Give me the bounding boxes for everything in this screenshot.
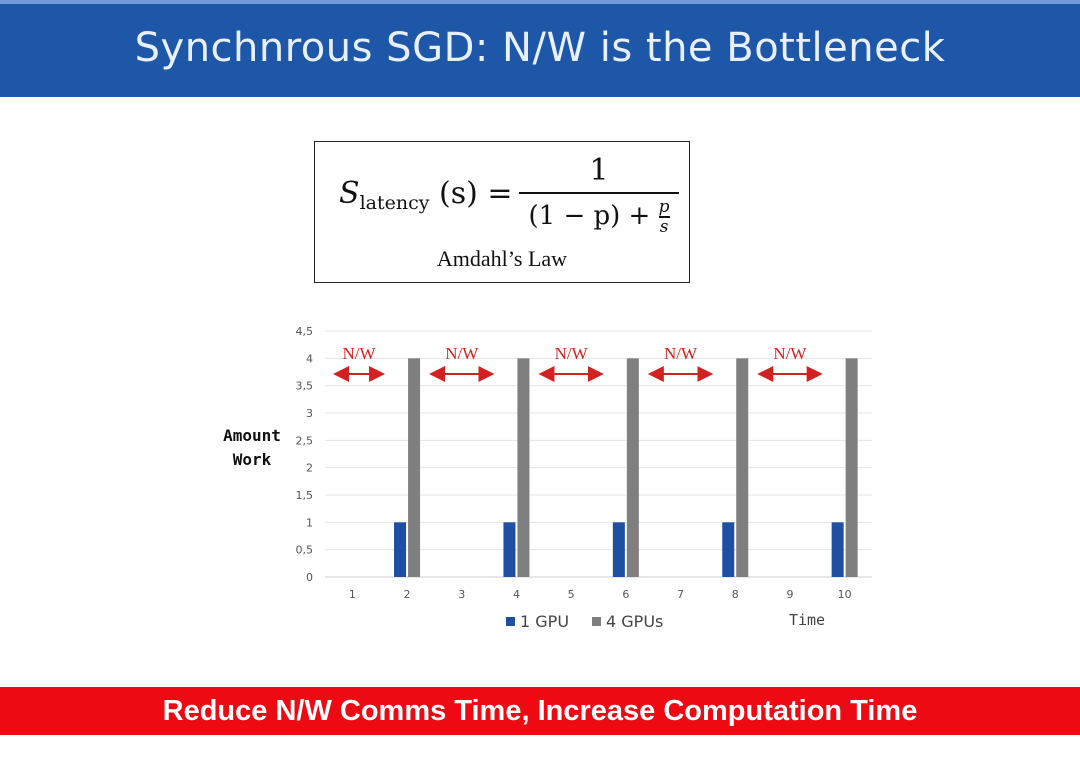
formula-caption: Amdahl’s Law: [436, 246, 568, 271]
y-tick-label: 1,5: [296, 489, 314, 502]
formula-denominator-text: (1 − p) +: [528, 200, 651, 231]
y-tick-label: 0,5: [296, 544, 314, 557]
y-tick-label: 0: [306, 571, 313, 584]
nw-annotation: N/W: [664, 344, 698, 363]
footer-bar: Reduce N/W Comms Time, Increase Computat…: [0, 687, 1080, 735]
legend-label-1-gpu: 1 GPU: [520, 612, 569, 631]
bar-4-gpus: [736, 358, 749, 577]
y-tick-label: 3: [306, 407, 313, 420]
bar-1-gpu: [394, 522, 407, 577]
x-tick-label: 1: [349, 588, 356, 601]
x-tick-label: 2: [404, 588, 411, 601]
top-accent-line: [0, 0, 1080, 4]
work-chart: 0 0,5 1 1,5 2 2,5 3 3,5 4 4,5 1 2 3 4 5 6 7 8 9 10 N/W N/W N/W…: [296, 325, 872, 631]
y-tick-label: 4: [306, 352, 313, 365]
bar-1-gpu: [503, 522, 516, 577]
y-tick-label: 2: [306, 462, 313, 475]
nw-annotation: N/W: [773, 344, 807, 363]
x-tick-label: 6: [622, 588, 629, 601]
formula-s-symbol: S: [339, 176, 360, 211]
formula-subscript: latency: [359, 192, 430, 214]
footer-text: Reduce N/W Comms Time, Increase Computat…: [162, 694, 918, 727]
y-tick-label: 1: [306, 516, 313, 529]
formula-arg: (s) =: [439, 176, 513, 211]
bar-4-gpus: [517, 358, 530, 577]
x-axis-label: Time: [789, 611, 825, 629]
y-tick-label: 4,5: [296, 325, 314, 338]
title-bar: Synchnrous SGD: N/W is the Bottleneck: [0, 4, 1080, 97]
y-tick-label: 2,5: [296, 434, 314, 447]
x-tick-label: 8: [732, 588, 739, 601]
bar-4-gpus: [845, 358, 858, 577]
legend-label-4-gpus: 4 GPUs: [606, 612, 663, 631]
x-tick-label: 3: [458, 588, 465, 601]
bar-4-gpus: [626, 358, 639, 577]
legend-swatch-4-gpus: [592, 617, 601, 626]
slide-title: Synchnrous SGD: N/W is the Bottleneck: [134, 24, 946, 71]
formula-lhs: Slatency (s) =: [339, 176, 513, 214]
x-tick-label: 5: [568, 588, 575, 601]
bar-1-gpu: [722, 522, 735, 577]
formula-p-over-s: p s: [658, 197, 670, 237]
x-tick-label: 10: [838, 588, 852, 601]
y-axis-label: Amount Work: [223, 426, 281, 469]
x-tick-label: 7: [677, 588, 684, 601]
x-tick-label: 9: [786, 588, 793, 601]
formula-fraction: 1 (1 − p) + p s: [519, 156, 679, 236]
formula-denominator: (1 − p) + p s: [519, 198, 679, 236]
bar-1-gpu: [612, 522, 625, 577]
x-tick-label: 4: [513, 588, 520, 601]
y-tick-label: 3,5: [296, 380, 314, 393]
formula-s: s: [659, 216, 669, 237]
legend-swatch-1-gpu: [506, 617, 515, 626]
nw-annotation: N/W: [555, 344, 589, 363]
bar-4-gpus: [408, 358, 421, 577]
formula-p: p: [658, 197, 670, 217]
bar-1-gpu: [831, 522, 844, 577]
nw-annotation: N/W: [343, 344, 377, 363]
nw-annotation: N/W: [445, 344, 479, 363]
formula-numerator: 1: [589, 153, 609, 188]
fraction-bar: [519, 192, 679, 194]
formula-box: Slatency (s) = 1 (1 − p) + p s Amdahl’s …: [314, 141, 690, 283]
